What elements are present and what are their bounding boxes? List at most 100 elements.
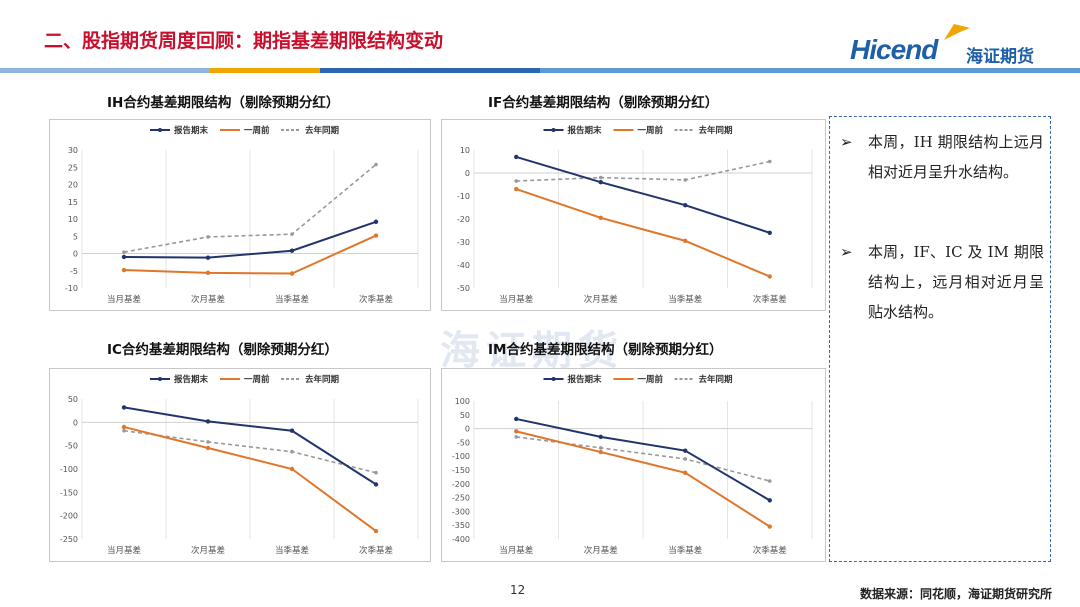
legend-label: 去年同期	[305, 374, 340, 385]
chart-ic: -250 -200 -150 -100 -50 0 50 当月基差 次月基差 当季基差 次季基差 报告…	[60, 374, 419, 556]
y-tick-label: 5	[73, 232, 78, 241]
y-tick-label: -50	[457, 284, 470, 293]
series-line	[516, 417, 771, 502]
legend-marker	[551, 377, 556, 381]
x-tick-label: 当季基差	[668, 545, 702, 556]
x-tick-label: 当月基差	[107, 545, 141, 556]
series-line	[123, 220, 377, 259]
y-tick-label: -10	[65, 284, 78, 293]
y-tick-label: -10	[457, 192, 470, 201]
data-point	[514, 179, 519, 183]
data-point	[514, 435, 519, 439]
chart-title-ic: IC合约基差期限结构（剔除预期分红）	[107, 342, 338, 358]
data-point	[290, 232, 294, 236]
data-point	[374, 162, 378, 167]
data-point	[122, 250, 126, 254]
data-point	[514, 186, 519, 192]
x-tick-label: 次季基差	[359, 294, 393, 305]
chart-title-ih: IH合约基差期限结构（剔除预期分红）	[107, 95, 340, 111]
series-line	[123, 234, 377, 275]
series-line	[123, 163, 377, 253]
page-title: 二、股指期货周度回顾：期指基差期限结构变动	[44, 30, 444, 52]
series-line	[516, 430, 771, 528]
x-tick-label: 次月基差	[191, 545, 225, 556]
y-tick-label: -30	[457, 238, 470, 247]
data-point	[205, 419, 211, 424]
y-tick-label: 100	[455, 397, 470, 406]
data-point	[598, 449, 603, 455]
legend-label: 去年同期	[699, 374, 734, 385]
data-point	[373, 528, 379, 534]
legend-label: 去年同期	[699, 125, 734, 136]
series-line	[123, 426, 377, 532]
y-tick-label: 10	[460, 146, 470, 155]
logo-flag-icon	[944, 24, 970, 40]
y-tick-label: -150	[60, 488, 78, 497]
legend-label: 报告期末	[568, 125, 603, 136]
arrow-bullet-icon: ➢	[840, 243, 853, 261]
x-tick-label: 次月基差	[191, 294, 225, 305]
legend-label: 一周前	[244, 125, 270, 136]
summary-text-2: 本周，IF、IC 及 IM 期限结构上，远月相对近月呈贴水结构。	[868, 243, 1044, 321]
data-point	[767, 524, 772, 529]
summary-bullet-2: ➢ 本周，IF、IC 及 IM 期限结构上，远月相对近月呈贴水结构。	[840, 237, 1044, 327]
data-point	[121, 267, 127, 273]
data-point	[373, 482, 379, 487]
y-tick-label: 0	[73, 250, 78, 259]
data-point	[206, 440, 210, 444]
data-point	[514, 429, 519, 434]
x-tick-label: 当月基差	[499, 294, 533, 305]
data-point	[683, 448, 688, 453]
data-point	[767, 479, 772, 483]
y-tick-label: -20	[457, 215, 470, 224]
logo-text-en: Hicend	[850, 34, 938, 65]
x-tick-label: 当季基差	[275, 545, 309, 556]
data-point	[205, 255, 211, 260]
y-tick-label: -200	[60, 512, 78, 521]
data-point	[598, 215, 603, 221]
series-line	[123, 406, 377, 486]
x-tick-label: 次季基差	[753, 545, 787, 556]
legend-label: 一周前	[638, 125, 664, 136]
y-tick-label: -300	[452, 507, 470, 516]
data-point	[205, 445, 211, 451]
legend-label: 一周前	[244, 374, 270, 385]
y-tick-label: 30	[68, 146, 78, 155]
summary-bullet-1: ➢ 本周，IH 期限结构上远月相对近月呈升水结构。	[840, 127, 1044, 187]
data-point	[767, 230, 772, 235]
chart-panel-im: -400 -350 -300 -250 -200 -150 -100 -50 0 50 100 当月基…	[441, 368, 826, 562]
data-point	[514, 416, 519, 422]
data-point	[122, 428, 126, 433]
data-point	[598, 175, 603, 180]
chart-panel-ih: -10 -5 0 5 10 15 20 25 30 当月基差 次月基差 当季基差 次季基差 报告期末 一周前…	[49, 119, 431, 311]
y-tick-label: -250	[60, 535, 78, 544]
y-tick-label: 50	[460, 411, 470, 420]
series-line	[123, 429, 377, 474]
data-point	[767, 274, 772, 279]
data-point	[289, 466, 295, 472]
data-point	[121, 254, 127, 260]
y-tick-label: -50	[65, 442, 78, 451]
chart-im: -400 -350 -300 -250 -200 -150 -100 -50 0 50 100 当月基…	[452, 374, 813, 556]
y-tick-label: 0	[465, 169, 470, 178]
y-tick-label: 10	[68, 215, 78, 224]
data-point	[289, 271, 295, 276]
data-point	[683, 178, 688, 182]
y-tick-label: -100	[452, 452, 470, 461]
y-tick-label: -250	[452, 494, 470, 503]
summary-text-1: 本周，IH 期限结构上远月相对近月呈升水结构。	[868, 133, 1044, 181]
arrow-bullet-icon: ➢	[840, 133, 853, 151]
x-tick-label: 次月基差	[584, 545, 618, 556]
data-point	[683, 238, 688, 244]
header-stripe-blue	[320, 68, 540, 73]
y-tick-label: -200	[452, 480, 470, 489]
y-tick-label: 25	[68, 163, 78, 172]
series-line	[516, 160, 770, 182]
header-stripe-light	[0, 68, 210, 73]
chart-panel-if: -50 -40 -30 -20 -10 0 10 当月基差 次月基差 当季基差 次季基差 报告期末 一周…	[441, 119, 826, 311]
legend-marker	[158, 128, 162, 132]
y-tick-label: 20	[68, 181, 78, 190]
x-tick-label: 次月基差	[584, 294, 618, 305]
x-tick-label: 当月基差	[107, 294, 141, 305]
data-point	[121, 424, 127, 430]
